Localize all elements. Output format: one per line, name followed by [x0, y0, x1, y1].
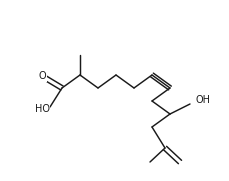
Text: O: O — [38, 71, 46, 81]
Text: OH: OH — [196, 95, 210, 105]
Text: HO: HO — [35, 104, 49, 114]
